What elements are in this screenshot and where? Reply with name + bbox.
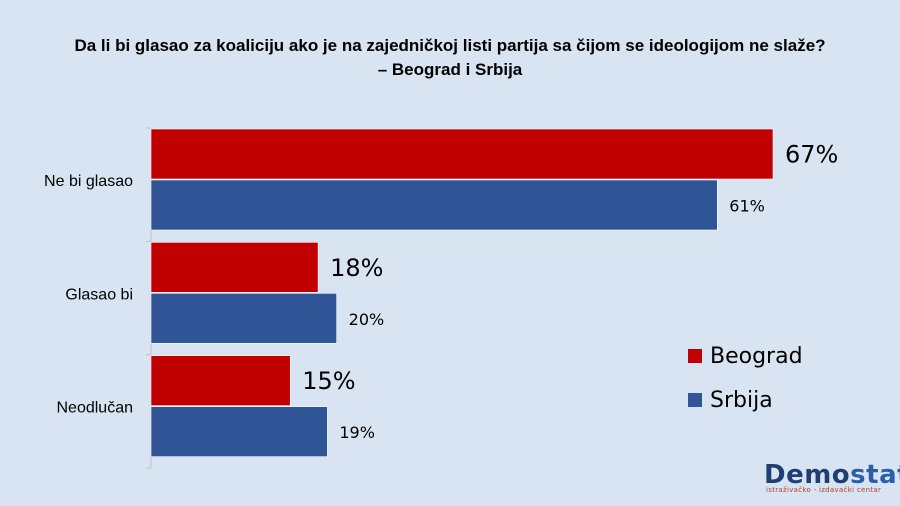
legend-swatch-beograd	[688, 349, 702, 363]
data-label: 15%	[302, 367, 355, 395]
bar-beograd	[150, 242, 319, 293]
chart-title-line2: – Beograd i Srbija	[377, 60, 523, 79]
logo-subtitle: istraživačko - izdavački centar	[766, 486, 882, 494]
data-label: 67%	[785, 141, 838, 169]
logo-stat: stat	[850, 460, 900, 490]
legend-item-srbija: Srbija	[688, 384, 803, 416]
category-label: Ne bi glasao	[44, 173, 133, 190]
bar-beograd	[150, 128, 774, 180]
bar-srbija	[150, 293, 337, 344]
data-label: 19%	[339, 423, 375, 442]
logo-wordmark: Demostat	[764, 460, 900, 490]
logo-demo: Demo	[764, 460, 851, 490]
bar-beograd	[150, 355, 291, 406]
demostat-logo: Demostat istraživačko - izdavački centar	[764, 460, 900, 494]
category-label: Neodlučan	[57, 400, 134, 417]
chart-title: Da li bi glasao za koaliciju ako je na z…	[0, 34, 900, 82]
bar-srbija	[150, 179, 718, 231]
chart-title-line1: Da li bi glasao za koaliciju ako je na z…	[74, 36, 826, 55]
data-label: 20%	[349, 310, 385, 329]
category-label: Glasao bi	[65, 286, 133, 303]
bar-srbija	[150, 406, 328, 457]
legend-label-beograd: Beograd	[710, 343, 803, 369]
legend-item-beograd: Beograd	[688, 340, 803, 372]
data-label: 61%	[729, 197, 765, 216]
legend-swatch-srbija	[688, 393, 702, 407]
data-label: 18%	[330, 254, 383, 282]
legend: Beograd Srbija	[688, 340, 803, 428]
legend-label-srbija: Srbija	[710, 387, 773, 413]
